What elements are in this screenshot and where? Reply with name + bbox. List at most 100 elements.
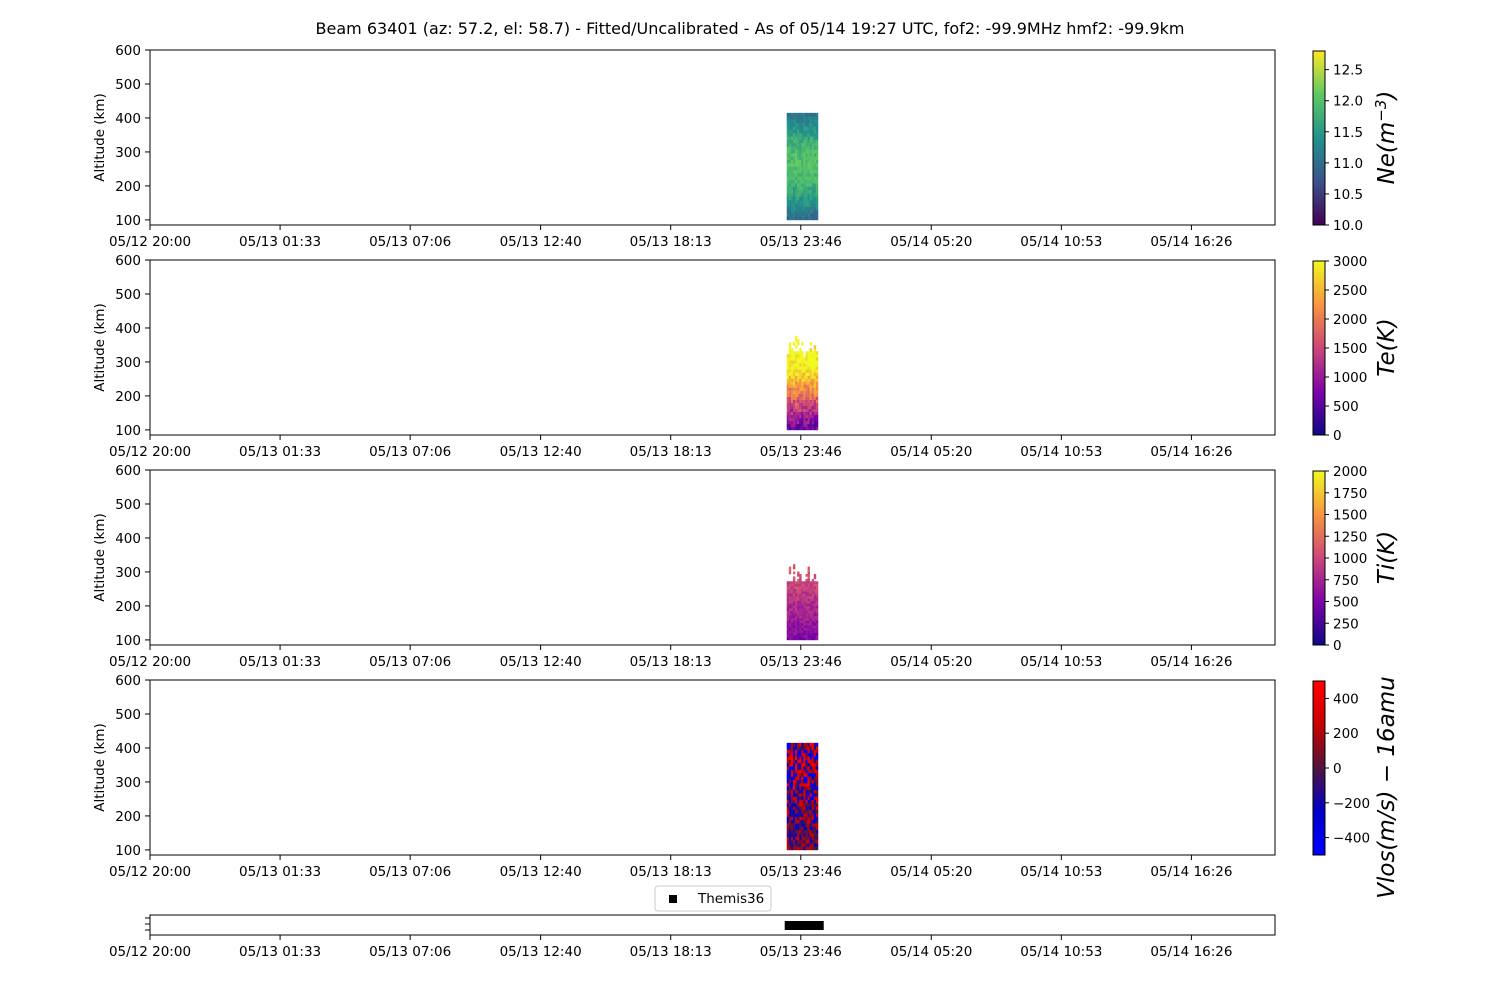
heatmap-cell [813,603,817,607]
heatmap-cell [799,786,802,790]
heatmap-cell [803,396,806,400]
heatmap-cell [799,593,802,597]
heatmap-cell [809,742,813,747]
heatmap-cell [790,348,794,352]
heatmap-cell [809,206,813,211]
heatmap-cell [797,129,800,134]
heatmap-cell [811,752,815,757]
heatmap-cell [803,119,806,124]
colorbar-tick-label: 0 [1333,428,1342,444]
heatmap-cell [786,766,790,770]
colorbar-tick-label: 10.0 [1333,218,1363,234]
colorbar [1312,680,1326,856]
heatmap-cell [807,116,810,120]
heatmap-cell [811,112,815,117]
heatmap-cell [803,581,806,585]
heatmap-cell [786,843,790,847]
heatmap-cell [809,632,813,636]
heatmap-cell [809,129,813,134]
heatmap-cell [788,153,792,157]
heatmap-cell [801,189,804,194]
heatmap-cell [801,635,804,638]
heatmap-cell [790,411,794,416]
heatmap-cell [801,112,804,117]
x-tick-label: 05/13 07:06 [369,444,451,460]
heatmap-cell [813,396,817,400]
heatmap-cell [797,813,800,817]
heatmap-cell [815,826,819,831]
heatmap-cell [786,196,790,201]
heatmap-cell [790,613,794,616]
heatmap-cell [805,146,808,150]
heatmap-cell [801,581,804,585]
heatmap-cell [809,783,813,787]
heatmap-cell [807,595,810,599]
heatmap-cell [799,595,802,599]
heatmap-cell [809,186,813,191]
heatmap-cell [797,402,800,406]
heatmap-cell [795,786,798,790]
heatmap-cell [815,593,819,597]
heatmap-cell [807,156,810,160]
heatmap-cell [799,826,802,831]
heatmap-cell [788,779,792,784]
heatmap-cell [797,179,800,184]
heatmap-cell [786,759,790,764]
heatmap-cell [799,632,802,636]
heatmap-cell [805,823,808,827]
heatmap-cell [786,610,790,614]
heatmap-cell [786,372,790,376]
heatmap-cell [788,163,792,167]
heatmap-cell [813,399,817,403]
heatmap-cell [805,620,808,624]
heatmap-cell [813,637,817,641]
heatmap-cell [799,366,802,370]
heatmap-cell [813,613,817,616]
heatmap-cell [792,119,796,124]
heatmap-cell [792,772,796,777]
heatmap-cell [801,129,804,134]
heatmap-cell [790,387,794,391]
heatmap-cell [799,846,802,851]
heatmap-cell [809,196,813,201]
heatmap-cell [788,176,792,181]
heatmap-cell [792,116,796,120]
heatmap-cell [805,598,808,602]
heatmap-cell [811,598,815,602]
heatmap-cell [801,833,804,837]
heatmap-cell [807,756,810,760]
heatmap-cell [805,183,808,187]
heatmap-cell [811,630,815,633]
y-tick-label: 600 [115,253,141,269]
heatmap-cell [786,746,790,750]
heatmap-cell [792,593,796,597]
heatmap-cell [803,213,806,217]
heatmap-cell [813,823,817,827]
heatmap-cell [803,183,806,187]
heatmap-cell [815,213,819,217]
x-tick-label: 05/12 20:00 [109,654,191,670]
x-tick-label: 05/13 18:13 [630,864,712,880]
heatmap-cell [788,793,792,797]
colorbar-tick-label: 12.5 [1333,63,1363,79]
x-tick-label: 05/14 16:26 [1150,234,1232,250]
heatmap-cell [786,381,790,385]
heatmap-cell [790,635,794,638]
heatmap-cell [797,189,800,194]
heatmap-cell [790,139,794,144]
heatmap-cell [786,603,790,607]
heatmap-cell [790,393,794,397]
heatmap-cell [805,762,808,767]
heatmap-cell [811,186,815,191]
heatmap-cell [807,414,810,419]
heatmap-cell [805,393,808,397]
heatmap-cell [792,351,796,355]
x-tick-label: 05/13 23:46 [760,864,842,880]
heatmap-cell [805,783,808,787]
heatmap-cell [803,366,806,370]
heatmap-cell [813,351,817,355]
heatmap-cell [803,209,806,214]
x-tick-label: 05/14 10:53 [1020,944,1102,960]
heatmap-cell [803,206,806,211]
heatmap-cell [797,833,800,837]
